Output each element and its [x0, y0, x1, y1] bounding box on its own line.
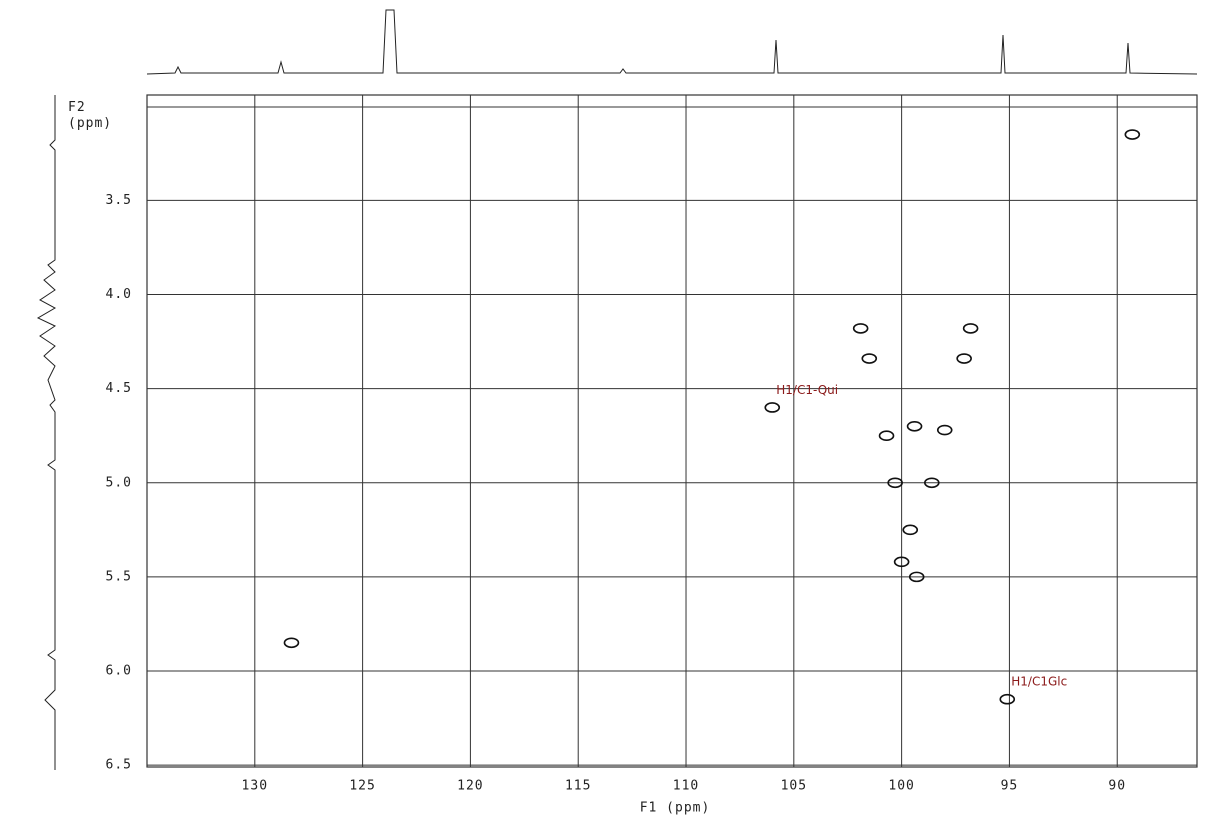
peak [887, 477, 903, 489]
peak [283, 637, 300, 649]
x-tick-label: 95 [1001, 779, 1019, 794]
x-tick-label: 105 [781, 779, 807, 794]
peak [764, 402, 781, 413]
projection-f1 [146, 9, 1198, 75]
y-tick-label: 5.0 [106, 475, 132, 490]
plot-frame [146, 94, 1198, 768]
y-axis-label: F2 (ppm) [68, 100, 113, 131]
x-tick-label: 115 [565, 779, 591, 794]
x-tick-label: 130 [242, 779, 268, 794]
y-tick-label: 5.5 [106, 569, 132, 584]
y-tick-label: 4.5 [106, 381, 132, 396]
projection-f2 [36, 95, 57, 770]
y-tick-label: 6.5 [106, 758, 132, 773]
peak [999, 693, 1016, 705]
x-tick-label: 120 [457, 779, 483, 794]
peak [962, 323, 979, 334]
x-axis-label: F1 (ppm) [640, 801, 711, 816]
peak [906, 420, 923, 432]
x-tick-label: 100 [888, 779, 914, 794]
peak [1124, 129, 1141, 140]
peak [861, 353, 878, 364]
y-tick-label: 4.0 [106, 287, 132, 302]
x-tick-label: 110 [673, 779, 699, 794]
peak [936, 424, 953, 436]
peak [878, 430, 895, 442]
peak [924, 477, 940, 489]
x-tick-label: 90 [1108, 779, 1126, 794]
annotation: H1/C1Glc [1011, 675, 1067, 689]
peak [902, 524, 919, 536]
peak [956, 353, 972, 364]
peak [852, 323, 869, 334]
x-tick-label: 125 [349, 779, 375, 794]
y-tick-label: 3.5 [106, 193, 132, 208]
annotation: H1/C1-Qui [776, 383, 838, 397]
y-tick-label: 6.0 [106, 664, 132, 679]
peak [908, 571, 925, 583]
peak [893, 556, 910, 568]
